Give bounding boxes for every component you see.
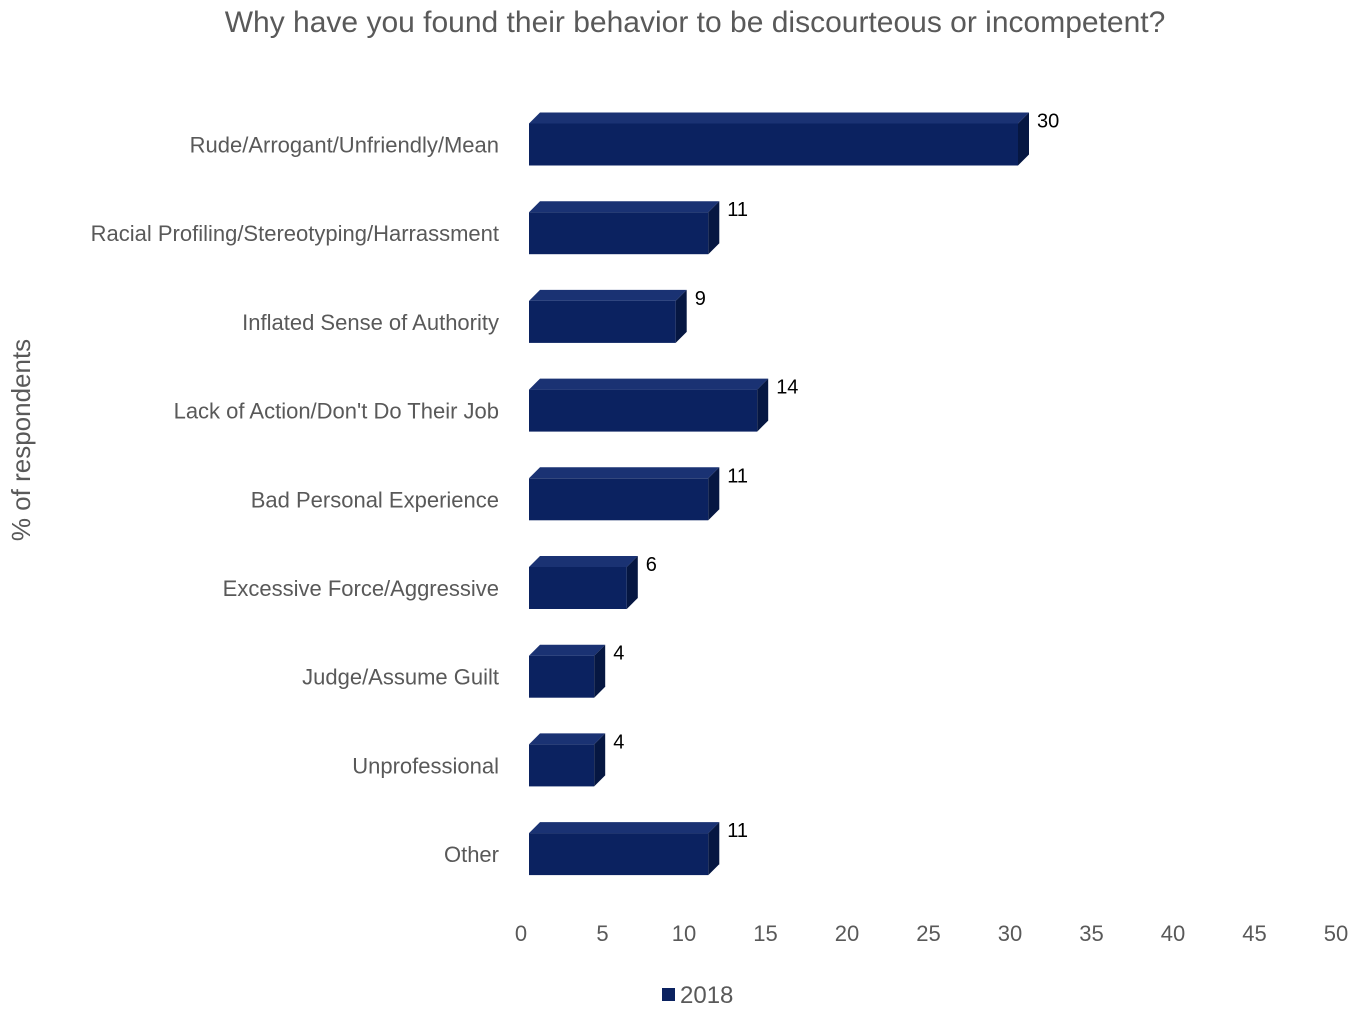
value-label-inflated-sense-of-authority: 9 [695,288,706,310]
bars-layer [529,112,1029,876]
category-label-lack-of-action-don-t-do-their-job: Lack of Action/Don't Do Their Job [174,399,499,424]
value-label-judge-assume-guilt: 4 [613,643,624,665]
value-labels: 30 11 9 14 11 6 4 4 11 [613,111,1059,843]
value-label-other: 11 [727,820,748,842]
bar-top-judge-assume-guilt [529,644,606,656]
bar-front-judge-assume-guilt [529,655,595,698]
bar-side-lack-of-action-don-t-do-their-job [757,378,769,432]
value-label-excessive-force-aggressive: 6 [646,554,657,576]
x-tick-label-45: 45 [1242,921,1266,946]
bar-bad-personal-experience [529,467,720,521]
bar-front-lack-of-action-don-t-do-their-job [529,389,758,432]
bar-front-bad-personal-experience [529,478,709,521]
bar-front-other [529,833,709,876]
bar-top-excessive-force-aggressive [529,556,638,567]
category-label-other: Other [444,842,499,867]
bar-front-inflated-sense-of-authority [529,300,676,343]
legend-label-2018: 2018 [680,982,733,1009]
value-label-bad-personal-experience: 11 [727,465,748,487]
bar-side-judge-assume-guilt [594,644,606,698]
x-tick-label-10: 10 [672,921,696,946]
bar-unprofessional [529,733,606,787]
bar-front-excessive-force-aggressive [529,567,627,609]
value-label-unprofessional: 4 [613,731,624,753]
legend: 2018 [662,982,733,1009]
y-axis-title: % of respondents [6,339,36,541]
bar-side-unprofessional [594,733,606,787]
value-label-racial-profiling-stereotyping-harrassment: 11 [727,199,748,221]
bar-excessive-force-aggressive [529,556,638,609]
bar-judge-assume-guilt [529,644,606,698]
x-axis-ticks: 0 5 10 15 20 25 30 35 40 45 50 [515,921,1348,946]
bar-inflated-sense-of-authority [529,289,687,343]
bar-front-rude-arrogant-unfriendly-mean [529,123,1018,166]
x-tick-label-35: 35 [1079,921,1103,946]
category-label-racial-profiling-stereotyping-harrassment: Racial Profiling/Stereotyping/Harrassmen… [91,221,499,246]
x-tick-label-50: 50 [1324,921,1348,946]
category-label-rude-arrogant-unfriendly-mean: Rude/Arrogant/Unfriendly/Mean [190,133,499,158]
bar-side-rude-arrogant-unfriendly-mean [1018,112,1029,166]
bar-side-inflated-sense-of-authority [675,289,687,343]
x-tick-label-15: 15 [753,921,777,946]
bar-side-other [708,822,720,876]
x-tick-label-20: 20 [835,921,859,946]
value-label-rude-arrogant-unfriendly-mean: 30 [1037,111,1059,133]
bar-top-rude-arrogant-unfriendly-mean [529,112,1029,124]
bar-other [529,822,720,876]
bar-front-racial-profiling-stereotyping-harrassment [529,212,709,255]
bar-racial-profiling-stereotyping-harrassment [529,201,720,255]
category-label-excessive-force-aggressive: Excessive Force/Aggressive [223,576,499,601]
bar-top-lack-of-action-don-t-do-their-job [529,378,769,390]
category-label-unprofessional: Unprofessional [352,753,499,778]
x-tick-label-30: 30 [998,921,1022,946]
x-tick-label-0: 0 [515,921,527,946]
bar-front-unprofessional [529,744,595,787]
category-label-judge-assume-guilt: Judge/Assume Guilt [302,665,499,690]
bar-side-bad-personal-experience [708,467,720,521]
x-tick-label-25: 25 [916,921,940,946]
bar-rude-arrogant-unfriendly-mean [529,112,1029,166]
bar-top-racial-profiling-stereotyping-harrassment [529,201,720,213]
x-tick-label-5: 5 [596,921,608,946]
bar-top-unprofessional [529,733,606,745]
bar-top-inflated-sense-of-authority [529,289,687,301]
legend-swatch [662,988,675,1001]
bar-top-other [529,822,720,834]
bar-side-excessive-force-aggressive [626,556,638,609]
value-label-lack-of-action-don-t-do-their-job: 14 [776,377,798,399]
category-label-bad-personal-experience: Bad Personal Experience [251,487,499,512]
category-label-inflated-sense-of-authority: Inflated Sense of Authority [242,310,499,335]
bar-side-racial-profiling-stereotyping-harrassment [708,201,720,255]
bar-top-bad-personal-experience [529,467,720,479]
x-tick-label-40: 40 [1161,921,1185,946]
bar-lack-of-action-don-t-do-their-job [529,378,769,432]
chart-title: Why have you found their behavior to be … [225,6,1166,39]
category-labels: Rude/Arrogant/Unfriendly/Mean Racial Prof… [91,133,499,868]
